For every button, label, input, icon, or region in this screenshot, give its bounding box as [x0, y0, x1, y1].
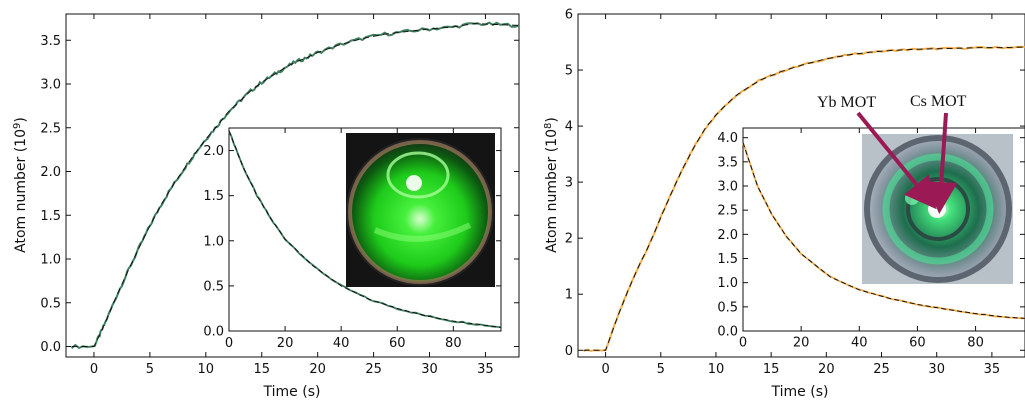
left-fit-curve: [71, 23, 520, 347]
right-fit-curve: [583, 46, 1025, 351]
right-y-axis-label: Atom number (108): [543, 117, 561, 253]
right-inset-xtick-label: 60: [909, 336, 926, 351]
left-ytick-label: 0.0: [40, 340, 61, 355]
left-xtick-label: 5: [146, 362, 154, 377]
right-inset-ytick-label: 2.5: [717, 204, 738, 219]
right-xtick-label: 35: [984, 362, 1001, 377]
right-chart: 0 1 2 3 4 5 6 0 5 10 15 20 25 30 35 Atom number (108)…: [543, 8, 1025, 400]
left-inset-y-ticks: 0.0 0.5 1.0 1.5 2.0: [203, 144, 501, 340]
right-ytick-label: 0: [565, 344, 573, 359]
left-ytick-label: 0.5: [40, 296, 61, 311]
left-ytick-label: 3.5: [40, 34, 61, 49]
left-x-axis-label: Time (s): [263, 384, 321, 400]
right-xtick-label: 0: [601, 362, 609, 377]
left-xtick-label: 15: [253, 362, 270, 377]
right-inset-y-ticks: 0.0 0.5 1.0 1.5 2.0 2.5 3.0 3.5 4.0: [717, 131, 1025, 340]
left-inset-ytick-label: 1.0: [203, 234, 224, 249]
right-ytick-label: 4: [565, 120, 573, 135]
right-inset-ytick-label: 3.0: [717, 180, 738, 195]
right-xtick-label: 15: [763, 362, 780, 377]
left-inset-ytick-label: 0.5: [203, 279, 224, 294]
left-inset-xtick-label: 20: [277, 336, 294, 351]
left-xtick-label: 30: [421, 362, 438, 377]
right-y-ticks: 0 1 2 3 4 5 6: [565, 8, 1025, 359]
left-ytick-label: 1.0: [40, 253, 61, 268]
right-inset-ytick-label: 0.5: [717, 300, 738, 315]
right-inset-x-ticks: 0 20 40 60 80: [739, 128, 984, 351]
right-mot-photo: [862, 134, 1013, 284]
left-ytick-label: 1.5: [40, 209, 61, 224]
left-inset-ytick-label: 1.5: [203, 189, 224, 204]
left-y-axis-label: Atom number (109): [12, 117, 30, 253]
right-x-ticks: 0 5 10 15 20 25 30 35: [601, 14, 1000, 377]
left-xtick-label: 25: [365, 362, 382, 377]
left-chart: 0.00.51.01.52.02.53.03.5 0 5 10 15 20 25 30 35 …: [12, 13, 520, 400]
left-xtick-label: 35: [477, 362, 494, 377]
left-inset-xtick-label: 60: [389, 336, 406, 351]
left-inset-ytick-label: 2.0: [203, 144, 224, 159]
cs-mot-arrow: [925, 112, 958, 214]
left-ytick-label: 3.0: [40, 78, 61, 93]
right-inset-xtick-label: 80: [967, 336, 984, 351]
left-ytick-label: 2.5: [40, 121, 61, 136]
left-inset-ytick-label: 0.0: [203, 325, 224, 340]
right-decay-fit: [742, 142, 1025, 319]
left-inset: 0.0 0.5 1.0 1.5 2.0 0 20 40 60 80: [203, 127, 502, 351]
right-inset-ytick-label: 1.5: [717, 252, 738, 267]
right-inset-ytick-label: 1.0: [717, 276, 738, 291]
left-x-ticks: 0 5 10 15 20 25 30 35: [90, 14, 494, 377]
right-ytick-label: 3: [565, 176, 573, 191]
right-inset-xtick-label: 40: [851, 336, 868, 351]
right-inset-ytick-label: 2.0: [717, 228, 738, 243]
right-inset: 0.0 0.5 1.0 1.5 2.0 2.5 3.0 3.5 4.0 0 20 40 60 80: [717, 127, 1025, 351]
right-inset-ytick-label: 0.0: [717, 325, 738, 340]
right-xtick-label: 10: [708, 362, 725, 377]
right-inset-ytick-label: 4.0: [717, 131, 738, 146]
right-xtick-label: 25: [873, 362, 890, 377]
left-plot-frame: [65, 13, 520, 358]
left-xtick-label: 20: [309, 362, 326, 377]
yb-mot-arrow: [856, 111, 937, 210]
left-inset-xtick-label: 80: [445, 336, 462, 351]
cs-mot-label: Cs MOT: [910, 93, 967, 110]
left-decay-trace: [228, 131, 502, 329]
left-inset-xtick-label: 40: [333, 336, 350, 351]
left-inset-x-ticks: 0 20 40 60 80: [225, 128, 462, 351]
right-inset-xtick-label: 20: [793, 336, 810, 351]
right-xtick-label: 5: [657, 362, 665, 377]
right-ytick-label: 1: [565, 288, 573, 303]
right-xtick-label: 30: [928, 362, 945, 377]
right-ytick-label: 2: [565, 232, 573, 247]
left-xtick-label: 0: [90, 362, 98, 377]
right-ytick-label: 5: [565, 64, 573, 79]
left-decay-fit: [228, 130, 502, 328]
right-inset-ytick-label: 3.5: [717, 155, 738, 170]
left-inset-xtick-label: 0: [225, 336, 233, 351]
right-inset-xtick-label: 0: [739, 336, 747, 351]
right-plot-frame: [577, 13, 1025, 358]
left-mot-photo: [346, 133, 495, 287]
left-y-ticks: 0.0 0.5 1.0 1.5 2.0 2.5 3.0 3.5: [40, 34, 519, 355]
left-xtick-label: 10: [198, 362, 215, 377]
right-xtick-label: 20: [818, 362, 835, 377]
right-ytick-label: 6: [565, 8, 573, 23]
yb-mot-label: Yb MOT: [817, 94, 876, 111]
left-loading-trace: [70, 21, 520, 350]
left-ytick-label: 2.0: [40, 165, 61, 180]
right-x-axis-label: Time (s): [771, 384, 829, 400]
